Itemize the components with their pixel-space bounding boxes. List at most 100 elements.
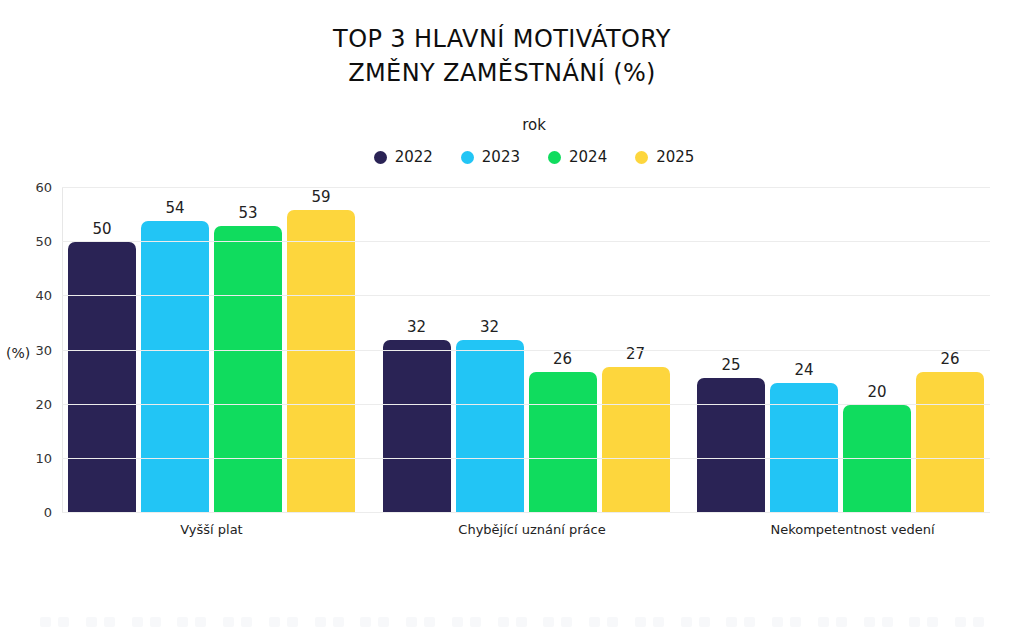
strip-square — [241, 617, 252, 627]
bar-column: 27 — [602, 188, 670, 513]
strip-pair — [406, 617, 435, 627]
bar-value-label: 53 — [238, 204, 257, 222]
x-category-label: Vyšší plat — [68, 522, 355, 537]
strip-pair — [452, 617, 481, 627]
x-axis-labels: Vyšší platChybějící uznání práceNekompet… — [62, 522, 1002, 537]
gridline-50 — [62, 241, 990, 242]
strip-square — [955, 617, 966, 627]
bar-group-3: 25 24 20 26 — [697, 188, 984, 513]
strip-pair — [772, 617, 801, 627]
strip-square — [470, 617, 481, 627]
strip-square — [378, 617, 389, 627]
strip-square — [452, 617, 463, 627]
strip-square — [744, 617, 755, 627]
strip-pair — [177, 617, 206, 627]
gridline-60 — [62, 187, 990, 188]
bar-value-label: 32 — [480, 318, 499, 336]
strip-square — [86, 617, 97, 627]
legend-item-2023[interactable]: 2023 — [461, 148, 520, 166]
bar-2022-Chybějící uznání práce[interactable] — [383, 340, 451, 513]
y-axis-title: (%) — [6, 345, 30, 361]
y-tick-40: 40 — [12, 288, 52, 304]
bar-column: 20 — [843, 188, 911, 513]
y-tick-20: 20 — [12, 397, 52, 413]
gridline-10 — [62, 458, 990, 459]
bar-2025-Chybějící uznání práce[interactable] — [602, 367, 670, 513]
strip-square — [864, 617, 875, 627]
legend-label: 2025 — [656, 148, 694, 166]
y-tick-10: 10 — [12, 451, 52, 467]
bar-2023-Nekompetentnost vedení[interactable] — [770, 383, 838, 513]
strip-pair — [818, 617, 847, 627]
y-axis: 0102030405060(%) — [0, 188, 62, 513]
bar-2023-Chybějící uznání práce[interactable] — [456, 340, 524, 513]
bar-value-label: 26 — [553, 350, 572, 368]
strip-square — [195, 617, 206, 627]
y-tick-0: 0 — [12, 505, 52, 521]
strip-square — [726, 617, 737, 627]
strip-square — [150, 617, 161, 627]
bar-2022-Nekompetentnost vedení[interactable] — [697, 378, 765, 513]
bar-2025-Nekompetentnost vedení[interactable] — [916, 372, 984, 513]
strip-square — [653, 617, 664, 627]
strip-pair — [543, 617, 572, 627]
strip-square — [818, 617, 829, 627]
strip-square — [132, 617, 143, 627]
legend-label: 2022 — [395, 148, 433, 166]
bar-value-label: 54 — [165, 199, 184, 217]
strip-square — [287, 617, 298, 627]
bar-group-1: 50545359 — [68, 188, 355, 513]
bar-2024-Chybějící uznání práce[interactable] — [529, 372, 597, 513]
bar-column: 24 — [770, 188, 838, 513]
bar-value-label: 26 — [940, 350, 959, 368]
bar-column: 32 — [383, 188, 451, 513]
bar-value-label: 24 — [794, 361, 813, 379]
strip-pair — [223, 617, 252, 627]
bar-column: 25 — [697, 188, 765, 513]
strip-square — [790, 617, 801, 627]
strip-square — [699, 617, 710, 627]
strip-square — [973, 617, 984, 627]
legend-label: 2023 — [482, 148, 520, 166]
gridline-40 — [62, 295, 990, 296]
strip-square — [681, 617, 692, 627]
strip-square — [589, 617, 600, 627]
gridline-30 — [62, 350, 990, 351]
strip-square — [177, 617, 188, 627]
strip-square — [424, 617, 435, 627]
bar-2022-Vyšší plat[interactable] — [68, 242, 136, 513]
legend-item-2024[interactable]: 2024 — [548, 148, 607, 166]
bar-value-label: 25 — [721, 356, 740, 374]
legend-marker-icon — [461, 151, 474, 164]
strip-square — [58, 617, 69, 627]
bar-2023-Vyšší plat[interactable] — [141, 221, 209, 514]
strip-square — [516, 617, 527, 627]
bar-value-label: 27 — [626, 345, 645, 363]
strip-square — [909, 617, 920, 627]
gridline-20 — [62, 404, 990, 405]
bar-2025-Vyšší plat[interactable] — [287, 210, 355, 513]
strip-square — [498, 617, 509, 627]
y-tick-60: 60 — [12, 180, 52, 196]
bar-column: 54 — [141, 188, 209, 513]
strip-pair — [86, 617, 115, 627]
bar-value-label: 20 — [867, 383, 886, 401]
strip-square — [40, 617, 51, 627]
legend-marker-icon — [635, 151, 648, 164]
x-category-label: Chybějící uznání práce — [389, 522, 676, 537]
bar-group-2: 32 32 26 27 — [383, 188, 670, 513]
bar-2024-Vyšší plat[interactable] — [214, 226, 282, 513]
bar-column: 50 — [68, 188, 136, 513]
strip-square — [882, 617, 893, 627]
chart-title: TOP 3 HLAVNÍ MOTIVÁTORY ZMĚNY ZAMĚSTNÁNÍ… — [0, 22, 1014, 90]
legend-item-2025[interactable]: 2025 — [635, 148, 694, 166]
strip-square — [406, 617, 417, 627]
bar-value-label: 32 — [407, 318, 426, 336]
strip-square — [315, 617, 326, 627]
legend-item-2022[interactable]: 2022 — [374, 148, 433, 166]
strip-square — [269, 617, 280, 627]
strip-pair — [40, 617, 69, 627]
strip-pair — [909, 617, 938, 627]
bar-column: 32 — [456, 188, 524, 513]
y-tick-50: 50 — [12, 234, 52, 250]
